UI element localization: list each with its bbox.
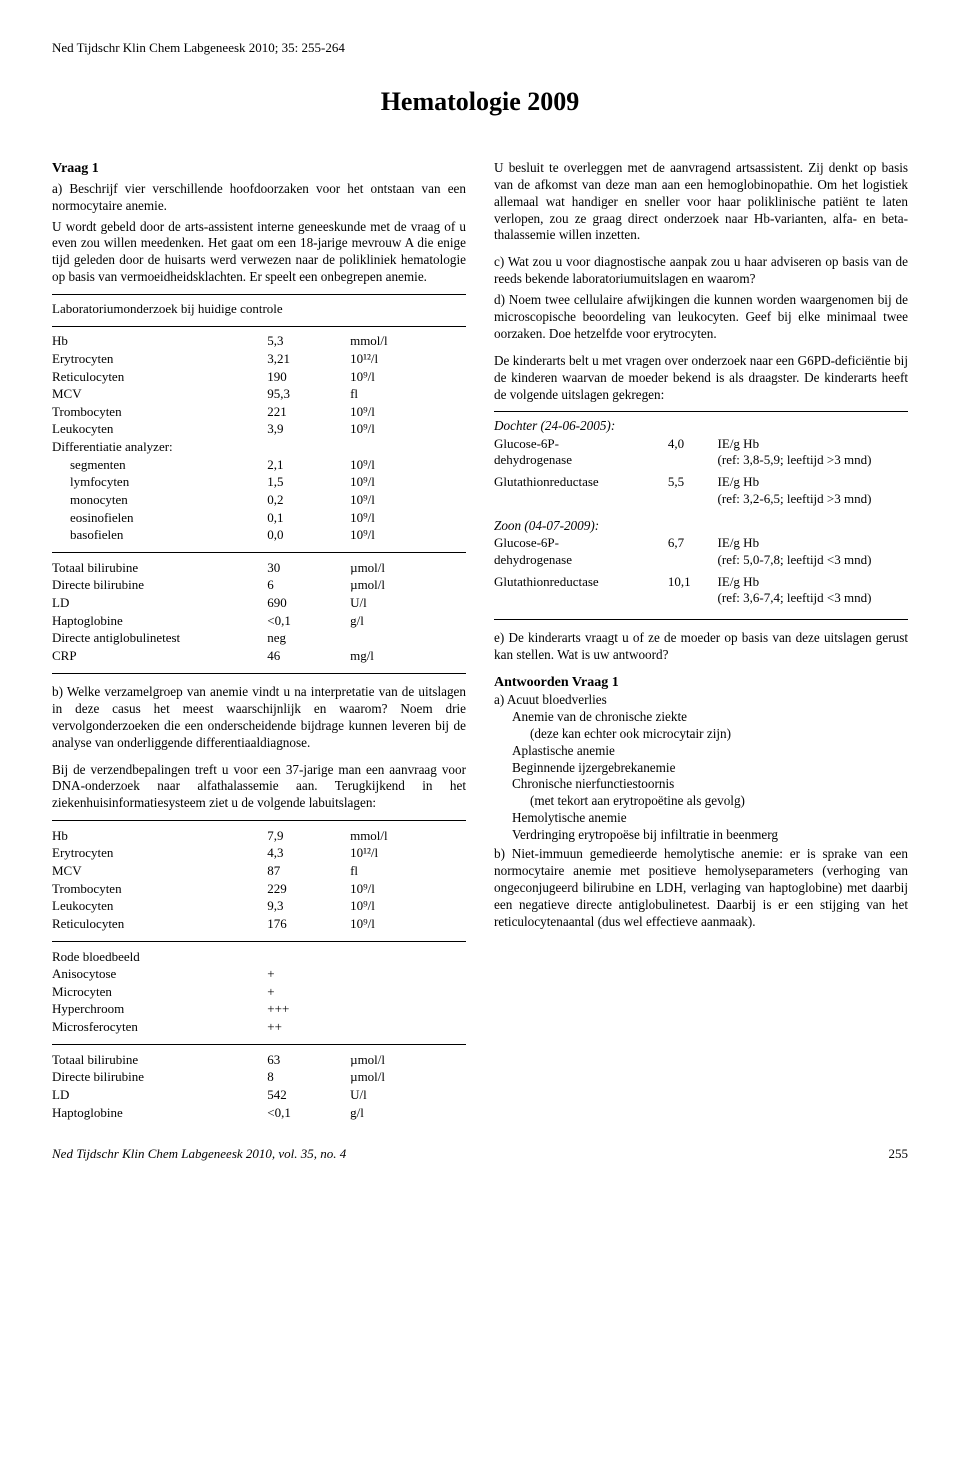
answer-a-item: Chronische nierfunctiestoornis	[494, 776, 908, 793]
rule	[494, 411, 908, 412]
answer-a-item: (deze kan echter ook microcytair zijn)	[494, 726, 908, 743]
rule	[494, 619, 908, 620]
rule	[52, 1044, 466, 1045]
lab2b-table: Totaal bilirubine63µmol/lDirecte bilirub…	[52, 1051, 466, 1122]
answer-a-item: Aplastische anemie	[494, 743, 908, 760]
answer-a-head: a) Acuut bloedverlies	[494, 692, 908, 709]
zoon-table: Glucose-6P-dehydrogenase6,7IE/g Hb(ref: …	[494, 535, 908, 612]
question-d: d) Noem twee cellulaire afwijkingen die …	[494, 292, 908, 343]
question-1a: a) Beschrijf vier verschillende hoofdoor…	[52, 181, 466, 215]
right-p1: U besluit te overleggen met de aanvragen…	[494, 160, 908, 244]
answer-a-item: (met tekort aan erytropoëtine als gevolg…	[494, 793, 908, 810]
dochter-head: Dochter (24-06-2005):	[494, 418, 908, 435]
rule	[52, 326, 466, 327]
page-footer: Ned Tijdschr Klin Chem Labgeneesk 2010, …	[52, 1146, 908, 1163]
answer-a-item: Verdringing erytropoëse bij infiltratie …	[494, 827, 908, 844]
lab1-title: Laboratoriumonderzoek bij huidige contro…	[52, 301, 466, 318]
question-e: e) De kinderarts vraagt u of ze de moede…	[494, 630, 908, 664]
footer-pagenum: 255	[889, 1146, 909, 1163]
dochter-table: Glucose-6P-dehydrogenase4,0IE/g Hb(ref: …	[494, 435, 908, 512]
question-1-head: Vraag 1	[52, 160, 466, 178]
rule	[52, 294, 466, 295]
rule	[52, 820, 466, 821]
right-column: U besluit te overleggen met de aanvragen…	[494, 160, 908, 1122]
right-p2: De kinderarts belt u met vragen over ond…	[494, 353, 908, 404]
answers-head: Antwoorden Vraag 1	[494, 674, 908, 692]
answer-a-item: Hemolytische anemie	[494, 810, 908, 827]
footer-journal: Ned Tijdschr Klin Chem Labgeneesk 2010, …	[52, 1146, 346, 1163]
answer-a-item: Anemie van de chronische ziekte	[494, 709, 908, 726]
blood-table: Rode bloedbeeldAnisocytose+Microcyten+Hy…	[52, 948, 466, 1036]
question-1-mid: Bij de verzendbepalingen treft u voor ee…	[52, 762, 466, 813]
journal-header: Ned Tijdschr Klin Chem Labgeneesk 2010; …	[52, 40, 908, 57]
answer-b: b) Niet-immuun gemedieerde hemolytische …	[494, 846, 908, 930]
lab1-table: Hb5,3mmol/lErytrocyten3,2110¹²/lReticulo…	[52, 333, 466, 545]
left-column: Vraag 1 a) Beschrijf vier verschillende …	[52, 160, 466, 1122]
rule	[52, 552, 466, 553]
question-c: c) Wat zou u voor diagnostische aanpak z…	[494, 254, 908, 288]
question-1b: b) Welke verzamelgroep van anemie vindt …	[52, 684, 466, 752]
rule	[52, 673, 466, 674]
question-1-body: U wordt gebeld door de arts-assistent in…	[52, 219, 466, 287]
lab2-table: Hb7,9mmol/lErytrocyten4,310¹²/lMCV87flTr…	[52, 827, 466, 933]
answer-a-list: Anemie van de chronische ziekte(deze kan…	[494, 709, 908, 844]
rule	[52, 941, 466, 942]
lab1b-table: Totaal bilirubine30µmol/lDirecte bilirub…	[52, 559, 466, 665]
two-column-layout: Vraag 1 a) Beschrijf vier verschillende …	[52, 160, 908, 1122]
zoon-head: Zoon (04-07-2009):	[494, 518, 908, 535]
answer-a-item: Beginnende ijzergebrekanemie	[494, 760, 908, 777]
article-title: Hematologie 2009	[52, 85, 908, 118]
